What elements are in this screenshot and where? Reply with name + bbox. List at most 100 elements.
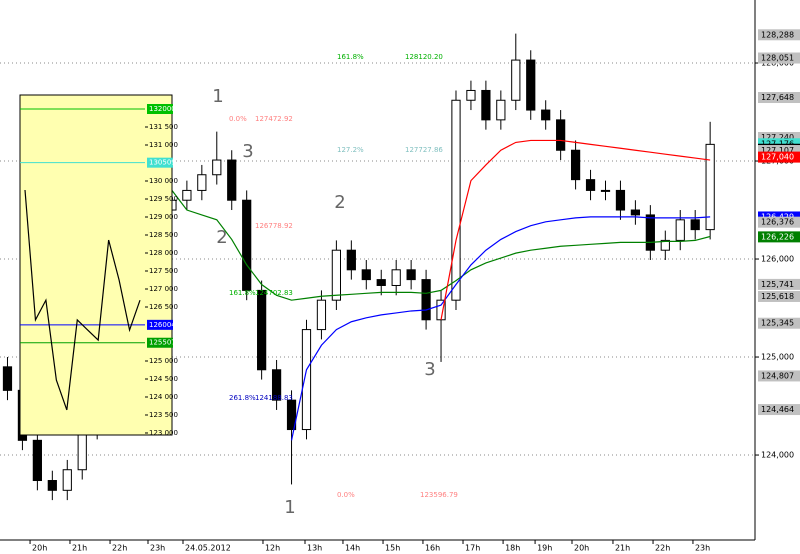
candle-body [466, 89, 476, 101]
inset-background [19, 94, 173, 436]
price-tag-label: 127,107 [761, 146, 794, 155]
inset-level-label: 130509 [149, 159, 176, 167]
annotation: 2 [216, 227, 227, 248]
candle-body [331, 249, 341, 301]
x-tick-label: 23h [150, 544, 165, 553]
inset-y-tick-label: 123 000 [149, 429, 178, 437]
x-tick-label: 13h [307, 544, 322, 553]
price-tag [758, 131, 800, 143]
y-tick-label: 124,000 [761, 451, 794, 460]
inset-y-tick-label: 127 000 [149, 285, 178, 293]
x-tick-label: 20h [574, 544, 589, 553]
x-tick-label: 21h [72, 544, 87, 553]
price-tag-label: 125,345 [761, 319, 794, 328]
candle-body [585, 179, 596, 191]
candle-body [212, 159, 222, 176]
inset-y-tick-label: 126 500 [149, 303, 178, 311]
inset-level-tag [147, 157, 173, 168]
x-tick-label: 18h [505, 544, 520, 553]
inset-line [24, 189, 141, 411]
inset-level-tag [147, 104, 173, 115]
candle-body [62, 469, 72, 491]
x-tick-label: 17h [465, 544, 480, 553]
candle-body [645, 214, 655, 251]
candle-body [77, 429, 87, 471]
price-tag-label: 124,807 [761, 371, 794, 380]
candle-body [660, 239, 670, 251]
annotation: 161.8% [229, 289, 256, 297]
moving-average [440, 139, 711, 320]
price-tag [758, 231, 800, 243]
candle-body [301, 329, 312, 431]
price-tag-label: 127,240 [761, 133, 794, 142]
price-tag [758, 404, 800, 416]
candle-body [271, 369, 282, 401]
price-tag [758, 92, 800, 104]
price-tag-label: 126,226 [761, 232, 794, 241]
price-tag [758, 370, 800, 382]
annotation: 261.8% [229, 394, 256, 402]
annotation: 127.2% [337, 146, 364, 154]
annotation: 1 [212, 86, 223, 107]
price-tag-label: 125,741 [761, 280, 794, 289]
candle-body [182, 189, 192, 201]
inset-y-tick-label: 128 000 [149, 249, 178, 257]
candle-body [286, 399, 297, 431]
annotation: 0.0% [229, 115, 247, 123]
annotation: 2 [334, 192, 345, 213]
inset-y-tick-label: 130 000 [149, 177, 178, 185]
inset-chart: 131 500 131 000 130 000 129 500 129 000 128 5… [19, 94, 178, 437]
inset-y-tick-label: 128 500 [149, 231, 178, 239]
price-tag-label: 128,051 [761, 54, 794, 63]
price-tag-label: 125,618 [761, 292, 794, 301]
annotation: 3 [242, 141, 253, 162]
moving-average [171, 190, 711, 301]
y-tick-label: 125,000 [761, 353, 794, 362]
x-tick-label: 15h [385, 544, 400, 553]
x-tick-label: 20h [32, 544, 47, 553]
price-tag [758, 145, 800, 157]
inset-level-tag [147, 337, 173, 348]
price-tag-label: 126,376 [761, 218, 794, 227]
inset-level-label: 125507 [149, 339, 176, 347]
x-tick-label: 23h [695, 544, 710, 553]
candle-body [630, 209, 641, 216]
candle-body [47, 480, 57, 491]
inset-y-tick-label: 127 500 [149, 267, 178, 275]
candle-body [451, 99, 461, 301]
candle-body [481, 89, 491, 121]
candle-body [541, 109, 551, 121]
candle-body [705, 143, 715, 231]
annotation: 127472.92 [255, 115, 293, 123]
candle-body [32, 439, 42, 482]
annotation: 124702.83 [255, 289, 293, 297]
candle-body [690, 219, 700, 231]
annotation: 3 [424, 359, 435, 380]
inset-level-label: 132000 [149, 105, 176, 113]
price-tag [758, 52, 800, 64]
inset-y-tick-label: 125 000 [149, 357, 178, 365]
inset-y-tick-label: 131 500 [149, 123, 178, 131]
x-tick-label: 21h [615, 544, 630, 553]
candle-body [257, 289, 267, 371]
candle-body [406, 269, 416, 281]
y-tick-label: 126,000 [761, 255, 794, 264]
annotation: 123596.79 [420, 491, 458, 499]
candle-body [316, 299, 327, 331]
candle-body [675, 219, 685, 241]
annotation: 128120.20 [405, 53, 443, 61]
price-tag-label: 127,648 [761, 93, 794, 102]
price-tag-label: 128,288 [761, 30, 794, 39]
candle-body [361, 269, 371, 281]
price-tag [758, 317, 800, 329]
annotation: 1 [284, 497, 295, 518]
annotation: 124188.83 [255, 394, 293, 402]
x-tick-label: 14h [345, 544, 360, 553]
price-tag [758, 278, 800, 290]
inset-y-tick-label: 124 500 [149, 375, 178, 383]
candle-body [570, 149, 581, 181]
price-tag [758, 290, 800, 302]
candle-body [526, 59, 536, 111]
inset-level-label: 126004 [149, 321, 176, 329]
